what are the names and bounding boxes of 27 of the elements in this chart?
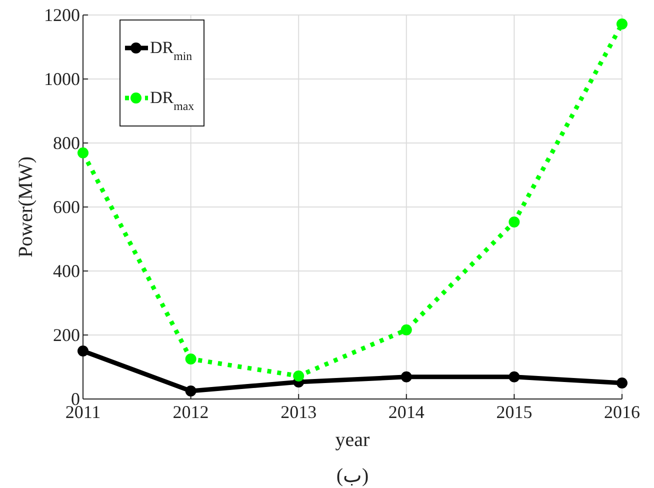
legend-label: DR$_{min}$ <box>150 38 192 63</box>
x-tick-label: 2013 <box>280 402 317 422</box>
text: (ب) <box>336 465 369 487</box>
y-tick-label: 800 <box>53 132 80 153</box>
y-tick-label: 1200 <box>44 4 80 25</box>
point <box>616 378 628 388</box>
point <box>508 371 520 382</box>
x-tick-label: 2016 <box>604 402 640 422</box>
x-tick-label: 2012 <box>172 402 209 422</box>
point <box>293 370 304 382</box>
point <box>508 216 520 228</box>
legend-label: DR$_{max}$ <box>150 88 194 113</box>
point <box>78 346 88 356</box>
x-tick-label: 2015 <box>496 402 532 422</box>
point <box>78 147 88 158</box>
y-tick-label: 1000 <box>44 68 80 89</box>
point <box>616 18 628 30</box>
y-tick-label: 600 <box>53 196 80 217</box>
x-tick-label: 2014 <box>388 402 424 422</box>
point <box>185 354 196 364</box>
y-tick-label: 200 <box>53 324 80 345</box>
point <box>400 324 412 336</box>
y-tick-label: 400 <box>53 260 80 281</box>
y-axis-title: Power(MW) <box>15 156 37 258</box>
x-axis-title: year <box>335 429 370 451</box>
point <box>400 371 412 382</box>
point <box>185 386 196 396</box>
